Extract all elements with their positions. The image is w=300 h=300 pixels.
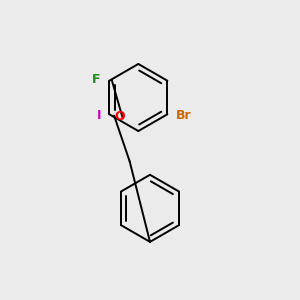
Text: I: I bbox=[97, 109, 101, 122]
Text: Br: Br bbox=[176, 109, 191, 122]
Text: O: O bbox=[115, 110, 125, 124]
Text: F: F bbox=[92, 73, 100, 86]
